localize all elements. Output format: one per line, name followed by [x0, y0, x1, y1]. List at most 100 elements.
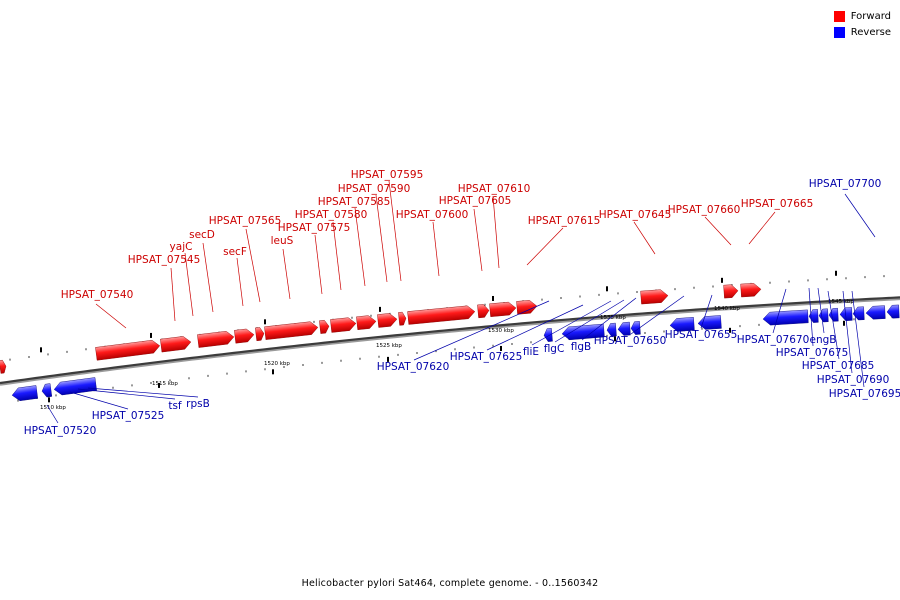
reverse-gene-arrow[interactable] [886, 304, 900, 319]
gene-label-reverse[interactable]: flgB [571, 341, 591, 353]
gene-label-reverse[interactable]: HPSAT_07520 [24, 425, 97, 437]
gene-label-forward[interactable]: HPSAT_07615 [528, 215, 601, 227]
gene-label-forward[interactable]: HPSAT_07610 [458, 183, 531, 195]
reverse-gene-arrow[interactable] [11, 385, 38, 401]
forward-gene-arrow[interactable] [234, 328, 255, 344]
reverse-gene-arrow[interactable] [828, 307, 839, 322]
forward-gene-arrow[interactable] [95, 339, 161, 361]
forward-gene-arrow[interactable] [640, 289, 669, 305]
leader-line [844, 193, 876, 238]
reverse-gene-arrow[interactable] [53, 377, 97, 396]
gene-label-forward[interactable]: secF [223, 246, 247, 258]
gene-label-forward[interactable]: HPSAT_07665 [741, 198, 814, 210]
forward-gene-arrow[interactable] [516, 300, 538, 315]
gene-label-reverse[interactable]: tsf [168, 400, 182, 412]
gene-label-forward[interactable]: HPSAT_07580 [295, 209, 368, 221]
reverse-gene-arrow[interactable] [865, 305, 886, 320]
legend-item-reverse: Reverse [833, 24, 891, 40]
reverse-gene-arrow[interactable] [818, 308, 829, 323]
reverse-gene-arrow[interactable] [852, 306, 865, 321]
forward-swatch [833, 10, 845, 22]
leader-line [375, 194, 388, 283]
forward-gene-arrow[interactable] [160, 336, 192, 353]
ruler-label: 1535 kbp [600, 315, 626, 321]
gene-label-forward[interactable]: HPSAT_07645 [599, 209, 672, 221]
gene-label-forward[interactable]: HPSAT_07660 [668, 204, 741, 216]
leader-line [282, 248, 291, 300]
gene-label-reverse[interactable]: engB [810, 334, 837, 346]
gene-label-forward[interactable]: HPSAT_07540 [61, 289, 134, 301]
leader-line [486, 304, 584, 351]
gene-label-reverse[interactable]: HPSAT_07670 [737, 334, 810, 346]
forward-gene-arrow[interactable] [723, 284, 739, 299]
reverse-gene-arrow[interactable] [808, 309, 819, 323]
forward-gene-arrow[interactable] [356, 315, 377, 330]
leader-line [554, 299, 625, 343]
reverse-gene-arrow[interactable] [606, 322, 617, 337]
ruler-label: 1530 kbp [488, 328, 514, 334]
gene-label-reverse[interactable]: HPSAT_07700 [809, 178, 882, 190]
gene-label-forward[interactable]: HPSAT_07585 [318, 196, 391, 208]
gene-label-forward[interactable]: HPSAT_07575 [278, 222, 351, 234]
forward-gene-arrow[interactable] [477, 304, 490, 319]
gene-label-forward[interactable]: secD [189, 229, 215, 241]
leader-line [236, 257, 244, 307]
genome-title: Helicobacter pylori Sat464, complete gen… [301, 578, 599, 589]
gene-label-forward[interactable]: HPSAT_07605 [439, 195, 512, 207]
gene-label-forward[interactable]: HPSAT_07595 [351, 169, 424, 181]
leader-line [817, 287, 825, 334]
legend: Forward Reverse [833, 8, 891, 40]
ruler-label: 1540 kbp [714, 306, 740, 312]
leader-line [69, 391, 129, 410]
gene-label-reverse[interactable]: HPSAT_07620 [377, 361, 450, 373]
forward-gene-arrow[interactable] [255, 327, 265, 342]
reverse-gene-arrow[interactable] [561, 323, 605, 341]
backbone [0, 296, 900, 386]
forward-gene-arrow[interactable] [330, 317, 357, 333]
leader-line [184, 252, 194, 317]
gene-label-reverse[interactable]: HPSAT_07625 [450, 351, 523, 363]
gene-label-forward[interactable]: leuS [271, 235, 294, 247]
gene-label-reverse[interactable]: HPSAT_07655 [665, 329, 738, 341]
forward-gene-arrow[interactable] [377, 313, 398, 328]
forward-gene-arrow[interactable] [264, 321, 319, 340]
reverse-gene-arrow[interactable] [41, 383, 53, 398]
forward-gene-arrow[interactable] [319, 319, 330, 334]
gene-label-forward[interactable]: HPSAT_07600 [396, 209, 469, 221]
leader-line [772, 288, 787, 334]
leader-line [492, 195, 500, 269]
forward-gene-arrow[interactable] [740, 283, 762, 298]
ruler-label: 1515 kbp [152, 381, 178, 387]
gene-label-forward[interactable]: HPSAT_07545 [128, 254, 201, 266]
label-leader-lines [46, 180, 876, 424]
leader-line [700, 294, 713, 329]
gene-label-reverse[interactable]: HPSAT_07690 [817, 374, 890, 386]
gene-label-reverse[interactable]: HPSAT_07650 [594, 335, 667, 347]
gene-label-reverse[interactable]: HPSAT_07695 [829, 388, 900, 400]
leader-line [314, 234, 323, 295]
ruler-label: 1545 kbp [828, 299, 854, 305]
reverse-gene-arrow[interactable] [839, 307, 853, 321]
leader-line [633, 221, 656, 255]
reverse-gene-arrow[interactable] [669, 317, 695, 332]
legend-label-reverse: Reverse [850, 26, 891, 38]
gene-label-forward[interactable]: HPSAT_07590 [338, 183, 411, 195]
forward-gene-arrow[interactable] [398, 311, 407, 326]
gene-label-reverse[interactable]: flgC [544, 343, 565, 355]
gene-label-reverse[interactable]: HPSAT_07525 [92, 410, 165, 422]
reverse-gene-arrow[interactable] [543, 328, 553, 342]
gene-label-reverse[interactable]: HPSAT_07675 [776, 347, 849, 359]
reverse-gene-arrow[interactable] [617, 321, 631, 336]
gene-label-reverse[interactable]: HPSAT_07685 [802, 360, 875, 372]
legend-item-forward: Forward [833, 8, 891, 24]
forward-gene-arrow[interactable] [0, 359, 7, 374]
gene-label-forward[interactable]: HPSAT_07565 [209, 215, 282, 227]
reverse-gene-arrow[interactable] [762, 309, 809, 326]
gene-label-forward[interactable]: yajC [170, 241, 193, 253]
forward-gene-arrow[interactable] [489, 301, 517, 317]
forward-gene-arrow[interactable] [197, 330, 235, 348]
gene-label-reverse[interactable]: rpsB [186, 398, 210, 410]
gene-label-reverse[interactable]: fliE [523, 346, 539, 358]
forward-gene-arrow[interactable] [407, 305, 476, 325]
